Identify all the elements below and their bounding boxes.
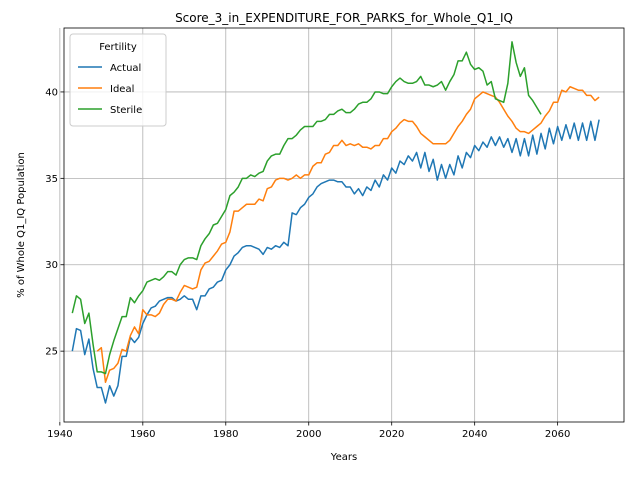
y-axis-ticks: 25 30 35 40 bbox=[45, 87, 64, 358]
y-tick-label: 40 bbox=[45, 87, 58, 98]
x-tick-label: 2060 bbox=[545, 429, 570, 440]
y-tick-label: 25 bbox=[45, 347, 58, 358]
x-axis-ticks: 1940 1960 1980 2000 2020 2040 2060 bbox=[47, 422, 570, 440]
series-line-ideal bbox=[96, 86, 600, 383]
series-lines bbox=[71, 41, 600, 404]
y-tick-label: 35 bbox=[45, 174, 58, 185]
x-tick-label: 1960 bbox=[130, 429, 155, 440]
legend-label-actual: Actual bbox=[110, 63, 141, 74]
y-tick-label: 30 bbox=[45, 260, 58, 271]
x-axis-label: Years bbox=[330, 452, 357, 463]
x-tick-label: 2040 bbox=[462, 429, 487, 440]
legend: Fertility Actual Ideal Sterile bbox=[69, 33, 167, 127]
grid-lines bbox=[59, 28, 624, 422]
y-axis-label: % of Whole Q1_IQ Population bbox=[16, 152, 27, 298]
x-tick-label: 1980 bbox=[213, 429, 238, 440]
legend-box bbox=[69, 33, 167, 127]
chart-title: Score_3_in_EXPENDITURE_FOR_PARKS_for_Who… bbox=[175, 11, 513, 25]
x-tick-label: 2000 bbox=[296, 429, 321, 440]
series-line-actual bbox=[71, 119, 600, 404]
x-tick-label: 1940 bbox=[47, 429, 72, 440]
series-line-sterile bbox=[71, 41, 542, 375]
legend-label-ideal: Ideal bbox=[110, 84, 134, 95]
x-tick-label: 2020 bbox=[379, 429, 404, 440]
legend-label-sterile: Sterile bbox=[110, 105, 142, 116]
plot-frame bbox=[63, 27, 625, 423]
legend-title: Fertility bbox=[99, 42, 137, 53]
